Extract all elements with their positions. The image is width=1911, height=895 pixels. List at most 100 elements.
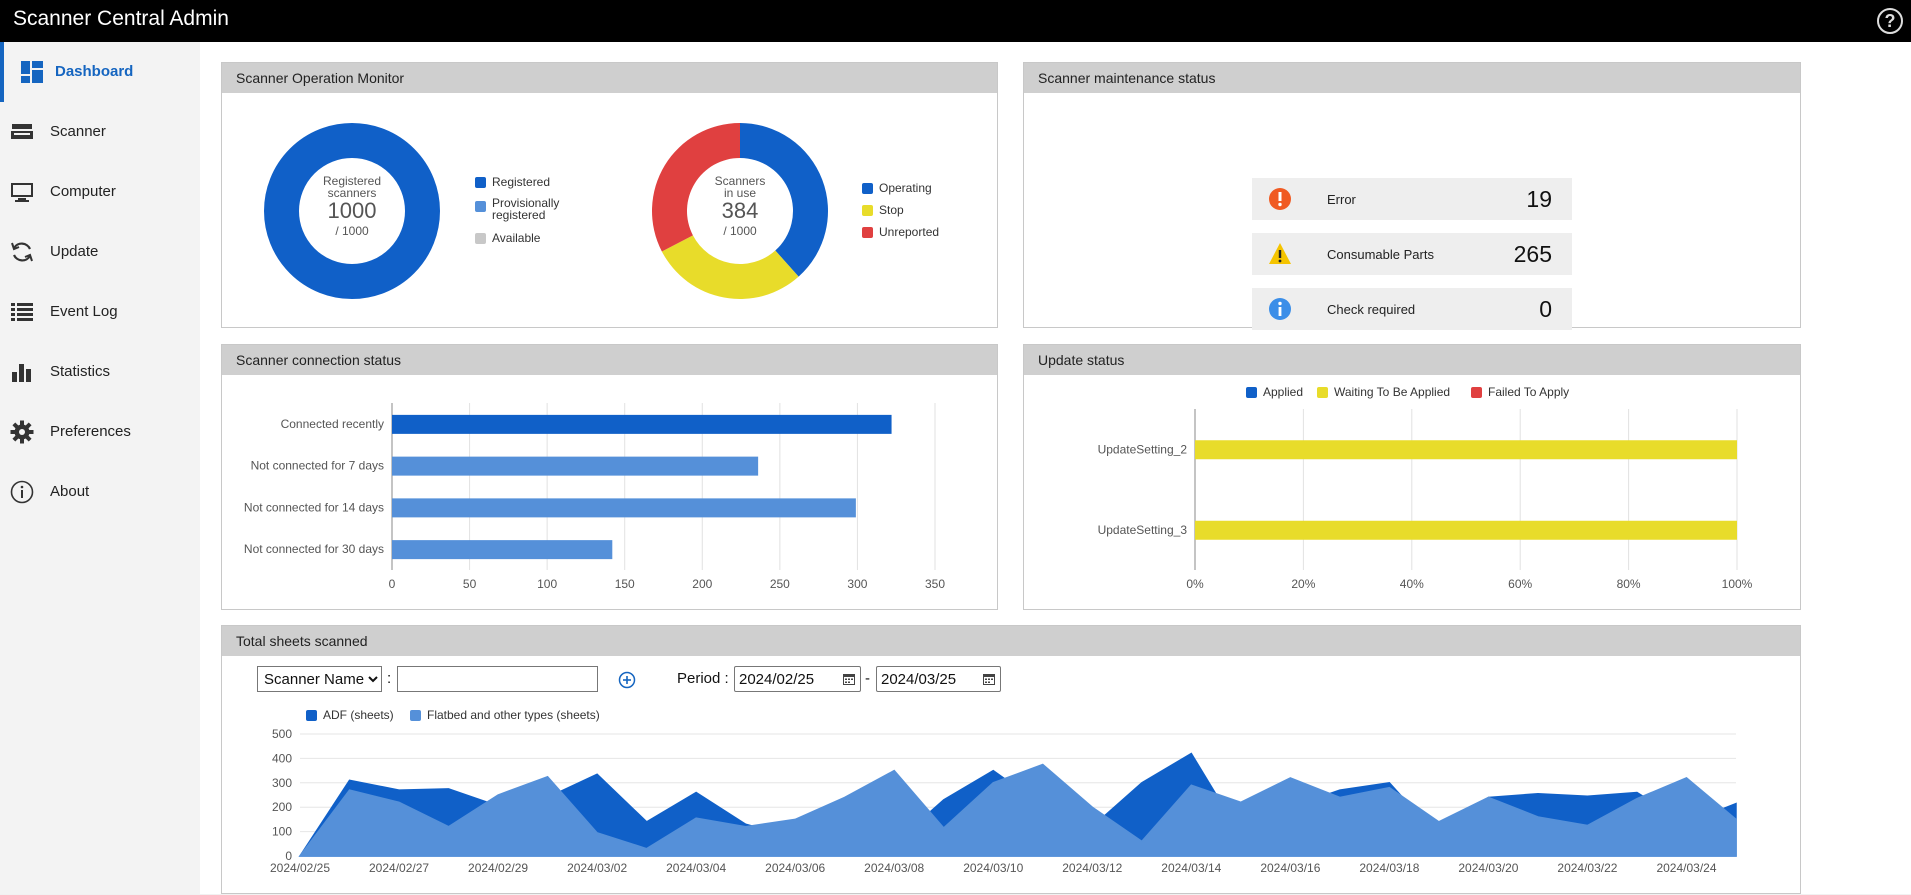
panel-header: Scanner connection status [222,345,997,375]
sidebar-item-scanner[interactable]: Scanner [0,102,200,162]
bar [392,540,613,560]
x-tick-label: 250 [770,577,790,591]
legend-swatch [1317,387,1328,399]
legend-swatch [862,227,873,239]
scanner-filter-select[interactable]: Scanner Name [257,666,382,692]
sidebar-item-event-log[interactable]: Event Log [0,282,200,342]
legend-adf: ADF (sheets) [306,708,394,722]
legend-swatch [475,201,486,212]
x-tick-label: 2024/03/10 [963,861,1023,875]
legend-label: Applied [1263,385,1304,399]
center-value: 384 [721,198,759,223]
x-tick-label: 80% [1617,577,1641,591]
legend-swatch [475,233,486,245]
sheets-area-chart: 0 100 200 300 400 500 2024/02/25 2024/02/27 2024… [270,727,1737,875]
x-tick-label: 0% [1186,577,1204,591]
sidebar-item-label: Scanner [50,123,106,140]
legend-swatch [1471,387,1482,399]
panel-title: Scanner maintenance status [1038,70,1216,86]
event-log-icon [11,303,33,321]
scanner-filter-input[interactable] [397,666,598,692]
x-tick-label: 200 [692,577,712,591]
maintenance-row-error[interactable]: Error 19 [1252,178,1572,220]
x-tick-label: 50 [463,577,477,591]
donut-slice [652,123,740,252]
y-tick-label: Not connected for 30 days [244,542,384,556]
sidebar-item-preferences[interactable]: Preferences [0,402,200,462]
sidebar-item-dashboard[interactable]: Dashboard [0,42,200,102]
date-separator: - [865,670,870,687]
sidebar-item-update[interactable]: Update [0,222,200,282]
panel-title: Update status [1038,352,1125,368]
donut-registered [264,123,440,299]
calendar-icon[interactable] [983,673,995,685]
panel-title: Total sheets scanned [236,633,368,649]
maintenance-row-consumable[interactable]: Consumable Parts 265 [1252,233,1572,275]
x-tick-label: 2024/03/02 [567,861,627,875]
sidebar-item-statistics[interactable]: Statistics [0,342,200,402]
legend-stop: Stop [862,203,904,217]
sidebar-item-computer[interactable]: Computer [0,162,200,222]
add-filter-icon[interactable] [618,671,636,689]
app-title: Scanner Central Admin [13,7,229,30]
y-tick-label: Not connected for 7 days [251,459,384,473]
statistics-icon [12,364,31,382]
active-indicator [0,42,4,102]
x-tick-label: 100% [1722,577,1753,591]
legend-swatch [1246,387,1257,399]
x-tick-label: 2024/03/20 [1458,861,1518,875]
bar [1195,520,1737,540]
warning-icon [1269,243,1291,264]
main-content: Scanner Operation Monitor Registered sca… [200,42,1911,894]
legend-label: Unreported [879,225,940,239]
center-total: / 1000 [723,224,757,238]
y-tick-label: UpdateSetting_3 [1098,523,1188,537]
center-label-line1: Registered [322,174,382,188]
legend-swatch [410,710,421,722]
legend-label: Waiting To Be Applied [1334,385,1451,399]
y-tick-label: 500 [272,727,292,741]
sidebar-item-about[interactable]: About [0,462,200,522]
y-tick-label: 400 [272,751,292,765]
date-from-field[interactable]: 2024/02/25 [734,666,861,692]
panel-header: Total sheets scanned [222,626,1800,656]
center-label-line1: Scanners [714,174,766,188]
legend-label: Stop [879,203,904,217]
legend-label: Available [492,231,541,245]
sheets-scanned-panel: Total sheets scanned Scanner Name : Peri… [221,625,1801,894]
panel-header: Update status [1024,345,1800,375]
panel-header: Scanner Operation Monitor [222,63,997,93]
x-tick-label: 2024/03/14 [1161,861,1221,875]
donut-slice [264,123,440,299]
y-tick-label: 100 [272,825,292,839]
x-tick-label: 60% [1508,577,1532,591]
x-tick-label: 0 [389,577,396,591]
error-icon [1269,188,1291,210]
gear-icon [10,420,34,444]
maintenance-value: 19 [1526,186,1552,212]
date-to-field[interactable]: 2024/03/25 [876,666,1001,692]
center-value: 1000 [327,198,377,223]
date-to-value: 2024/03/25 [881,671,957,688]
sidebar-item-label: Computer [50,183,116,200]
date-from-value: 2024/02/25 [739,671,815,688]
y-tick-label: 0 [285,849,292,863]
donut-in-use [652,123,829,300]
y-tick-label: UpdateSetting_2 [1098,442,1188,456]
x-tick-label: 350 [925,577,945,591]
dashboard-icon [21,61,43,83]
help-icon[interactable]: ? [1877,8,1903,34]
legend-waiting: Waiting To Be Applied [1317,385,1450,399]
update-icon [11,242,33,262]
bar [392,414,892,434]
legend-swatch [862,183,873,195]
x-tick-label: 2024/03/24 [1656,861,1716,875]
panel-title: Scanner connection status [236,352,401,368]
filter-colon: : [387,670,392,687]
title-bar: Scanner Central Admin ? [0,0,1911,42]
calendar-icon[interactable] [843,673,855,685]
maintenance-row-check[interactable]: Check required 0 [1252,288,1572,330]
legend-label: Operating [879,181,932,195]
donut-registered-chart [264,123,829,300]
operation-monitor-panel: Scanner Operation Monitor Registered sca… [221,62,998,328]
